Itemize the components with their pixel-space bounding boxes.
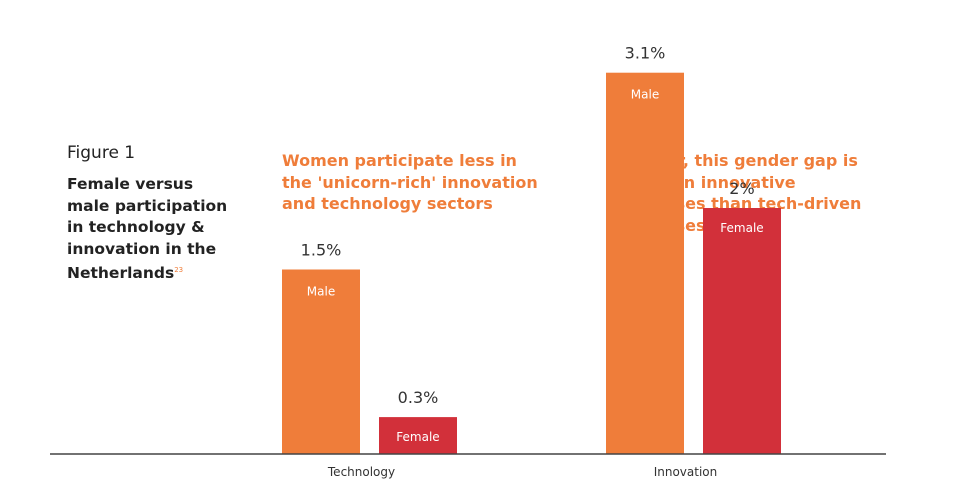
value-label-technology-female: 0.3%	[398, 388, 439, 407]
bar-innovation-female	[703, 208, 781, 454]
bar-technology-female	[379, 417, 457, 454]
bar-label-technology-female: Female	[396, 430, 439, 444]
bar-label-innovation-female: Female	[720, 221, 763, 235]
bar-label-technology-male: Male	[307, 285, 335, 299]
bar-label-innovation-male: Male	[631, 88, 659, 102]
figure-footnote: 23	[174, 266, 184, 274]
bar-technology-male	[282, 269, 360, 454]
figure-title: Female versus male participation in tech…	[67, 174, 237, 285]
headline-technology: Women participate less in the 'unicorn-r…	[282, 151, 538, 213]
category-label-technology: Technology	[327, 465, 395, 479]
figure-title-text: Female versus male participation in tech…	[67, 175, 228, 283]
category-label-innovation: Innovation	[654, 465, 718, 479]
bar-innovation-male	[606, 72, 684, 454]
value-label-technology-male: 1.5%	[301, 241, 342, 260]
value-label-innovation-male: 3.1%	[625, 44, 666, 63]
value-label-innovation-female: 2%	[729, 179, 754, 198]
figure-label: Figure 1	[67, 143, 136, 163]
